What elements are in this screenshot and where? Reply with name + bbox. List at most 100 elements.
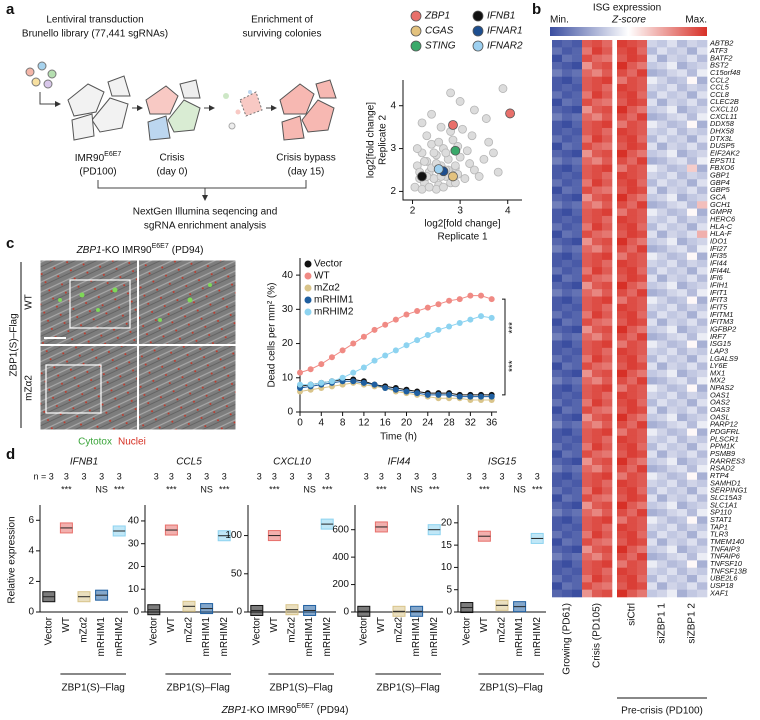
- heatmap-cell: [677, 428, 688, 437]
- heatmap-cell: [617, 296, 628, 305]
- heatmap-cell: [572, 149, 583, 158]
- point: [417, 118, 427, 128]
- heatmap-cell: [697, 582, 708, 590]
- row-label: OAS2: [710, 398, 730, 407]
- heatmap-cell: [592, 76, 603, 85]
- heatmap-cell: [552, 465, 563, 473]
- heatmap-cell: [677, 575, 688, 583]
- heatmap-cell: [697, 355, 708, 363]
- heatmap-cell: [617, 501, 628, 510]
- heatmap-cell: [627, 237, 638, 246]
- heatmap-cell: [647, 157, 658, 165]
- heatmap-cell: [602, 171, 613, 180]
- heatmap-cell: [572, 391, 583, 400]
- heatmap-cell: [617, 289, 628, 297]
- heatmap-cell: [617, 127, 628, 136]
- heatmap-cell: [602, 553, 613, 561]
- heatmap-cell: [667, 377, 678, 385]
- heatmap-cell: [592, 83, 603, 92]
- heatmap-cell: [637, 347, 648, 356]
- diagram-text: Enrichment of: [251, 15, 313, 26]
- heatmap-cell: [687, 421, 698, 429]
- heatmap-cell: [582, 149, 593, 158]
- heatmap-cell: [687, 391, 698, 400]
- heatmap-cell: [552, 406, 563, 415]
- x-tick-label: Vector: [43, 616, 54, 645]
- heatmap-cell: [687, 230, 698, 239]
- heatmap-cell: [562, 215, 573, 224]
- heatmap-cell: [677, 384, 688, 393]
- heatmap-cell: [572, 230, 583, 239]
- heatmap-cell: [647, 98, 658, 107]
- heatmap-cell: [677, 545, 688, 554]
- heatmap-cell: [562, 127, 573, 136]
- n-label: 3: [432, 471, 437, 481]
- heatmap-cell: [657, 54, 668, 63]
- x-tick-label: mZα2: [184, 617, 195, 643]
- heatmap-cell: [572, 61, 583, 70]
- heatmap-cell: [592, 142, 603, 151]
- heatmap-cell: [582, 347, 593, 356]
- heatmap-cell: [697, 479, 708, 488]
- heatmap-cell: [617, 391, 628, 400]
- y-tick-label: 2: [390, 186, 396, 197]
- point: [297, 369, 303, 376]
- heatmap-cell: [582, 54, 593, 63]
- heatmap-cell: [592, 47, 603, 55]
- heatmap-cell: [667, 40, 678, 48]
- heatmap-cell: [582, 289, 593, 297]
- heatmap-cell: [562, 237, 573, 246]
- point: [493, 167, 503, 177]
- heatmap-cell: [617, 553, 628, 561]
- heatmap-cell: [617, 113, 628, 121]
- heatmap-cell: [552, 61, 563, 70]
- significance-label: ***: [219, 484, 230, 494]
- heatmap-cell: [602, 428, 613, 437]
- image-title: ZBP1-KO IMR90E6E7 (PD94): [76, 243, 204, 256]
- heatmap-cell: [552, 391, 563, 400]
- row-label: SAMHD1: [710, 478, 741, 487]
- heatmap-cell: [562, 69, 573, 77]
- heatmap-cell: [637, 377, 648, 385]
- heatmap-cell: [572, 560, 583, 568]
- heatmap-cell: [667, 531, 678, 539]
- heatmap-cell: [627, 69, 638, 77]
- row-label: SLC15A3: [710, 493, 743, 502]
- heatmap-cell: [697, 567, 708, 576]
- heatmap-cell: [657, 494, 668, 503]
- heatmap-cell: [572, 223, 583, 231]
- heatmap-cell: [617, 362, 628, 371]
- heatmap-cell: [687, 362, 698, 371]
- heatmap-cell: [552, 149, 563, 158]
- heatmap-cell: [617, 179, 628, 187]
- y-tick-label: 2: [28, 576, 34, 587]
- heatmap-cell: [687, 201, 698, 209]
- heatmap-cell: [582, 296, 593, 305]
- heatmap-cell: [637, 567, 648, 576]
- heatmap-cell: [647, 135, 658, 143]
- heatmap-cell: [647, 303, 658, 312]
- heatmap-cell: [592, 428, 603, 437]
- heatmap-cell: [647, 377, 658, 385]
- row-label: SERPING1: [710, 486, 747, 495]
- heatmap-cell: [572, 487, 583, 495]
- heatmap-cell: [637, 428, 648, 437]
- heatmap-cell: [627, 61, 638, 70]
- n-label: 3: [154, 471, 159, 481]
- significance-label: ***: [508, 322, 519, 334]
- heatmap-cell: [667, 545, 678, 554]
- heatmap-cell: [617, 76, 628, 85]
- heatmap-cell: [592, 501, 603, 510]
- heatmap-cell: [687, 428, 698, 437]
- heatmap-cell: [667, 399, 678, 407]
- heatmap-cell: [572, 54, 583, 63]
- heatmap-cell: [617, 318, 628, 327]
- heatmap-cell: [637, 362, 648, 371]
- heatmap-cell: [637, 76, 648, 85]
- point: [307, 381, 314, 388]
- heatmap-cell: [582, 61, 593, 70]
- row-label: IFI35: [710, 251, 728, 260]
- heatmap-cell: [562, 157, 573, 165]
- point: [474, 172, 484, 181]
- heatmap-cell: [687, 333, 698, 341]
